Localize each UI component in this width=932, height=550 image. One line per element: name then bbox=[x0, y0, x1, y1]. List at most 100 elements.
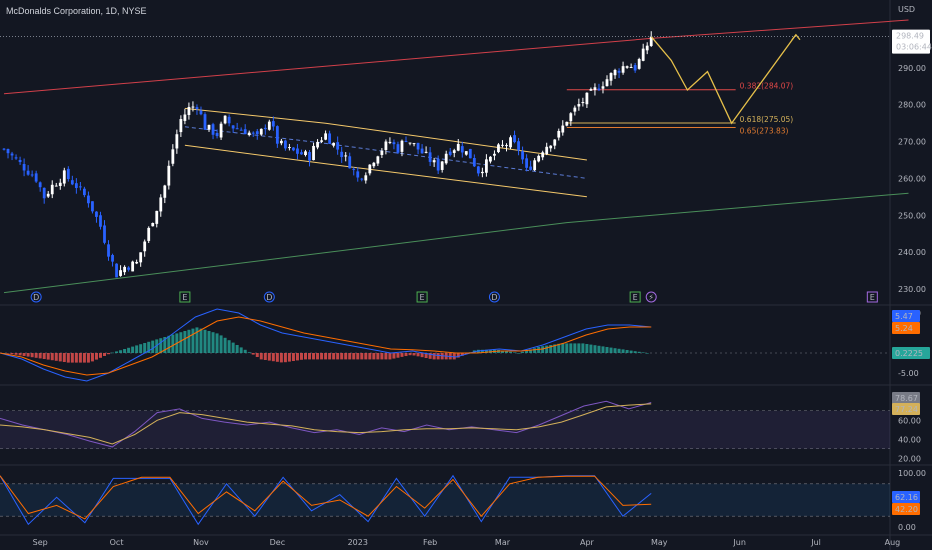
macd-histogram-bar bbox=[70, 353, 74, 363]
candle-body bbox=[396, 144, 400, 153]
macd-histogram-bar bbox=[123, 349, 127, 353]
channel-lower-line bbox=[184, 144, 587, 198]
macd-histogram-bar bbox=[275, 353, 279, 362]
macd-histogram-bar bbox=[597, 345, 601, 353]
candle-body bbox=[420, 148, 424, 154]
rsi-value-label-box bbox=[892, 392, 920, 404]
macd-histogram-bar bbox=[521, 351, 525, 353]
candle-body bbox=[517, 141, 520, 151]
macd-histogram-bar bbox=[147, 341, 151, 353]
macd-histogram-bar bbox=[456, 353, 460, 358]
candle-body bbox=[444, 153, 448, 164]
macd-histogram-bar bbox=[629, 350, 633, 353]
macd-histogram-bar bbox=[54, 353, 58, 361]
support-trendline bbox=[3, 192, 909, 294]
macd-histogram-bar bbox=[199, 328, 203, 353]
candle-body bbox=[645, 45, 649, 51]
time-tick-label: Jul bbox=[810, 538, 821, 547]
macd-histogram-bar bbox=[30, 353, 34, 358]
macd-histogram-bar bbox=[98, 353, 102, 358]
candle-body bbox=[344, 155, 348, 157]
signal-value-label: 5.24 bbox=[895, 324, 913, 333]
candle-body bbox=[476, 166, 480, 174]
fib-level-label: 0.382(284.07) bbox=[740, 82, 794, 91]
candle-body bbox=[183, 114, 187, 121]
candle-body bbox=[30, 174, 34, 176]
time-tick-label: Mar bbox=[495, 538, 511, 547]
macd-histogram-bar bbox=[78, 353, 82, 363]
candle-body bbox=[352, 168, 356, 170]
candle-body bbox=[581, 102, 585, 104]
candle-body bbox=[613, 69, 617, 76]
candle-body bbox=[235, 128, 239, 130]
candle-body bbox=[412, 143, 416, 145]
macd-histogram-bar bbox=[94, 353, 98, 360]
rsi-band-fill bbox=[0, 410, 890, 449]
macd-histogram-bar bbox=[340, 353, 344, 360]
candle-body bbox=[416, 142, 420, 150]
macd-histogram-bar bbox=[557, 343, 561, 353]
macd-histogram-bar bbox=[621, 349, 625, 353]
macd-histogram-bar bbox=[609, 347, 613, 353]
candle-body bbox=[167, 165, 171, 186]
candle-body bbox=[199, 110, 203, 115]
candles-group bbox=[2, 31, 653, 278]
candle-body bbox=[585, 92, 589, 105]
macd-histogram-bar bbox=[287, 353, 291, 362]
time-tick-label: Apr bbox=[580, 538, 595, 547]
macd-histogram-bar bbox=[352, 353, 356, 360]
price-tick-label: 250.00 bbox=[898, 211, 926, 220]
price-tick-label: 260.00 bbox=[898, 174, 926, 183]
candle-body bbox=[227, 116, 231, 124]
candle-body bbox=[179, 119, 183, 133]
candle-body bbox=[131, 261, 135, 272]
event-marker bbox=[30, 291, 42, 303]
macd-histogram-bar bbox=[525, 350, 529, 353]
candle-body bbox=[18, 160, 22, 163]
candle-body bbox=[2, 148, 6, 150]
candle-body bbox=[304, 151, 307, 156]
candle-body bbox=[428, 152, 432, 162]
countdown-label: 03:06:44 bbox=[896, 43, 932, 52]
candle-body bbox=[111, 255, 114, 262]
macd-histogram-bar bbox=[223, 337, 227, 353]
macd-histogram-bar bbox=[58, 353, 62, 362]
macd-histogram-bar bbox=[312, 353, 316, 360]
candle-body bbox=[34, 173, 38, 182]
macd-histogram-bar bbox=[348, 353, 352, 360]
candle-body bbox=[513, 135, 516, 143]
candle-body bbox=[316, 141, 319, 148]
macd-histogram-bar bbox=[279, 353, 283, 363]
macd-histogram-bar bbox=[396, 353, 400, 358]
macd-histogram-bar bbox=[541, 346, 545, 353]
candle-body bbox=[127, 267, 131, 270]
candle-body bbox=[203, 114, 207, 130]
candle-body bbox=[380, 150, 384, 155]
candle-body bbox=[255, 131, 259, 135]
macd-histogram-bar bbox=[408, 353, 412, 356]
macd-histogram-bar bbox=[135, 345, 139, 353]
macd-histogram-bar bbox=[74, 353, 78, 363]
time-tick-label: 2023 bbox=[348, 538, 368, 547]
last-price-label: 298.49 bbox=[896, 32, 924, 41]
macd-histogram-bar bbox=[324, 353, 328, 360]
macd-histogram-bar bbox=[308, 353, 312, 360]
macd-histogram-bar bbox=[388, 353, 392, 360]
candle-body bbox=[529, 166, 533, 170]
candle-body bbox=[207, 124, 211, 130]
macd-histogram-bar bbox=[90, 353, 94, 362]
macd-histogram-bar bbox=[332, 353, 336, 360]
candle-body bbox=[151, 222, 155, 227]
macd-histogram-bar bbox=[191, 328, 195, 353]
macd-histogram-bar bbox=[139, 344, 143, 353]
macd-histogram-bar bbox=[601, 346, 605, 353]
candle-body bbox=[115, 263, 118, 278]
event-marker-label: D bbox=[491, 293, 497, 302]
macd-histogram-bar bbox=[62, 353, 66, 362]
macd-histogram-bar bbox=[171, 334, 175, 353]
macd-histogram-bar bbox=[227, 340, 231, 353]
macd-histogram-bar bbox=[376, 353, 380, 360]
macd-histogram-bar bbox=[360, 353, 364, 360]
macd-value-label-box bbox=[892, 310, 920, 322]
